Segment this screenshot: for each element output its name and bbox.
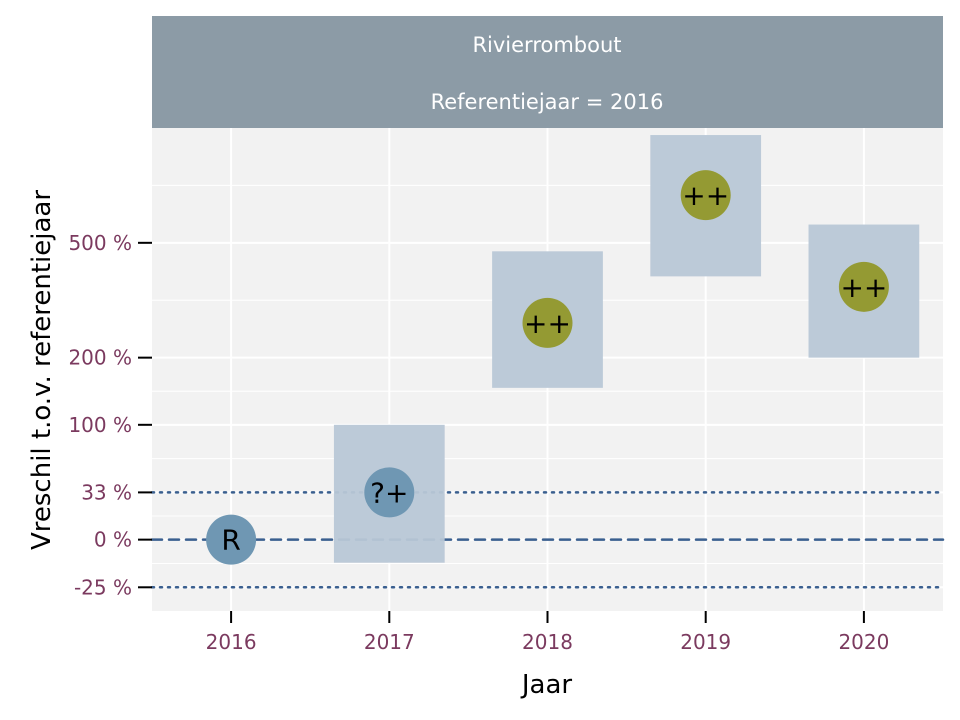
x-tick-label: 2019	[680, 630, 731, 654]
y-tick-label: 0 %	[94, 528, 132, 552]
y-tick-label: 100 %	[68, 413, 132, 437]
data-point	[206, 514, 257, 565]
data-point	[838, 261, 889, 312]
data-point-label: ++	[524, 307, 571, 340]
panel-strip	[152, 16, 943, 128]
x-tick-label: 2017	[364, 630, 415, 654]
data-points: R ?+ ++ ++ ++	[206, 170, 889, 565]
reference-lines	[150, 491, 945, 589]
data-point-label: ++	[682, 179, 729, 212]
x-axis: 2016 2017 2018 2019 2020	[206, 611, 889, 654]
data-point-label: R	[221, 524, 240, 557]
y-tick-label: 33 %	[81, 480, 132, 504]
y-tick-label: -25 %	[74, 575, 132, 599]
data-point	[364, 467, 415, 518]
y-tick-label: 200 %	[68, 346, 132, 370]
confidence-boxes	[333, 135, 920, 563]
chart-subtitle: Referentiejaar = 2016	[431, 90, 664, 114]
chart-title: Rivierrombout	[472, 33, 621, 57]
x-tick-label: 2018	[522, 630, 573, 654]
data-point	[680, 170, 731, 221]
data-point	[522, 297, 573, 348]
y-axis: -25 % 0 % 33 % 100 % 200 % 500 %	[68, 231, 152, 599]
data-point-label: ++	[840, 271, 887, 304]
grid-lines	[152, 128, 943, 611]
x-tick-label: 2016	[206, 630, 257, 654]
x-axis-title: Jaar	[520, 670, 573, 700]
y-axis-title: Vreschil t.o.v. referentiejaar	[27, 190, 57, 550]
data-point-label: ?+	[370, 476, 408, 509]
y-tick-label: 500 %	[68, 231, 132, 255]
x-tick-label: 2020	[838, 630, 889, 654]
